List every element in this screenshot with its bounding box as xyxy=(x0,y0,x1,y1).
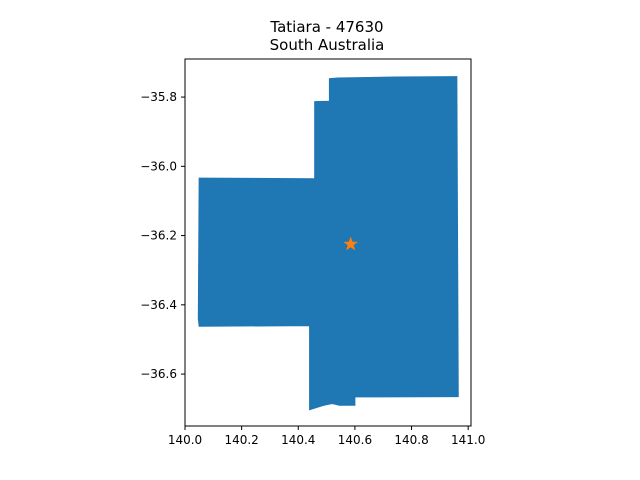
x-tick-label: 141.0 xyxy=(451,433,485,447)
x-axis-ticks: 140.0 140.2 140.4 140.6 140.8 141.0 xyxy=(168,426,485,447)
y-axis-ticks: −35.8 −36.0 −36.2 −36.4 −36.6 xyxy=(140,90,185,381)
y-tick-label: −36.0 xyxy=(140,159,177,173)
x-tick-label: 140.0 xyxy=(168,433,202,447)
y-tick-label: −36.2 xyxy=(140,229,177,243)
location-star-marker xyxy=(343,236,359,251)
chart-title: Tatiara - 47630 xyxy=(269,18,383,36)
y-tick-label: −36.4 xyxy=(140,298,177,312)
x-tick-label: 140.2 xyxy=(224,433,258,447)
chart-subtitle: South Australia xyxy=(270,36,385,54)
x-tick-label: 140.4 xyxy=(281,433,315,447)
plot-area xyxy=(197,76,459,411)
x-tick-label: 140.6 xyxy=(338,433,372,447)
y-tick-label: −36.6 xyxy=(140,367,177,381)
y-tick-label: −35.8 xyxy=(140,90,177,104)
axes-frame xyxy=(184,58,472,427)
region-polygon xyxy=(197,76,459,411)
x-tick-label: 140.8 xyxy=(394,433,428,447)
